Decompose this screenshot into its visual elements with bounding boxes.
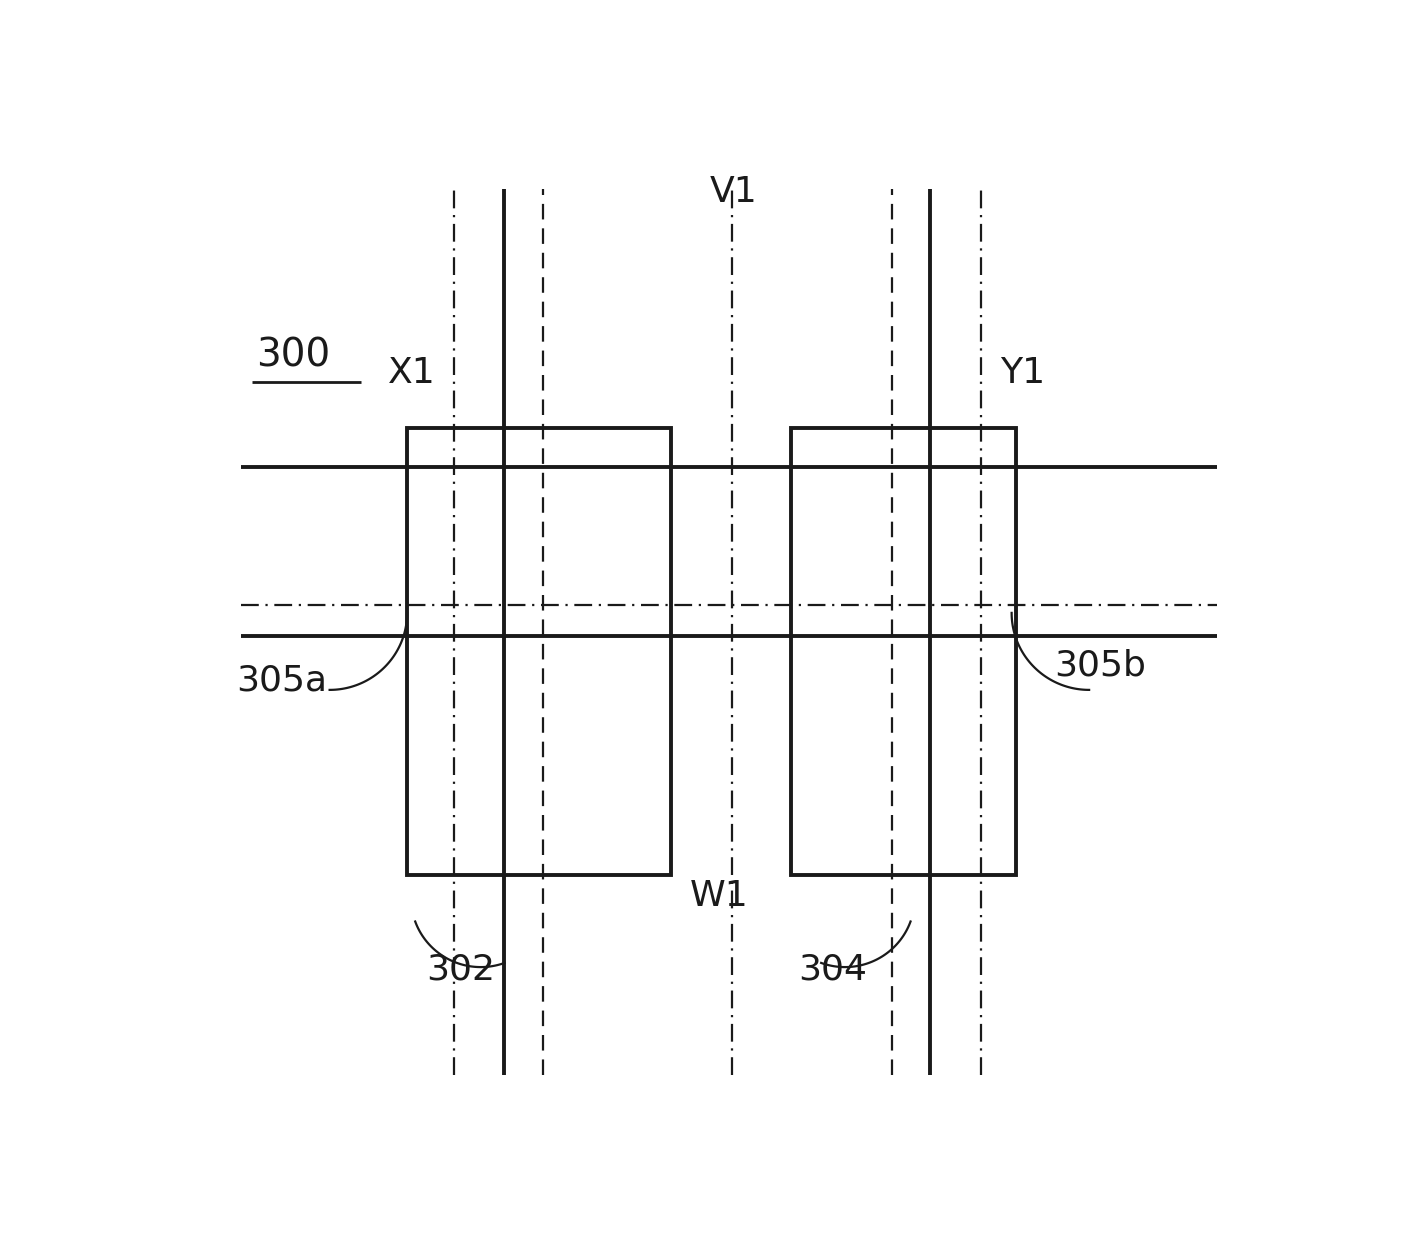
Text: 304: 304: [798, 952, 867, 986]
Text: 305a: 305a: [237, 663, 327, 698]
Bar: [791, 428, 1015, 874]
Text: X1: X1: [388, 355, 436, 389]
Text: W1: W1: [690, 879, 748, 913]
Bar: [407, 428, 671, 874]
Text: 300: 300: [256, 337, 330, 374]
Text: 305b: 305b: [1054, 648, 1147, 682]
Text: Y1: Y1: [1000, 355, 1045, 389]
Text: 302: 302: [427, 952, 496, 986]
Text: V1: V1: [710, 175, 757, 209]
